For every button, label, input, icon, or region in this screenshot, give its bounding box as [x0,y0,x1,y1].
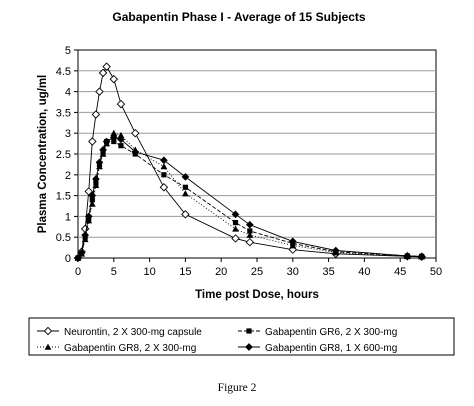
legend-item-3: Gabapentin GR8, 1 X 600-mg [238,343,397,354]
legend-marker-0 [43,326,53,336]
data-point-3-8 [102,137,111,146]
data-point-3-17 [331,246,340,255]
data-point-3-2 [81,231,89,239]
data-point-0-6 [95,87,104,96]
y-tick-label-5: 2.5 [56,149,71,161]
x-tick-label-9: 45 [394,266,406,278]
x-tick-label-0: 0 [75,266,81,278]
data-point-2-2 [81,235,89,243]
x-axis-ticks: 0 5 10 15 20 25 30 35 40 45 50 [75,258,442,278]
y-axis-ticks: 0 0.5 1 1.5 2 2.5 3 3.5 4 4.5 5 [56,45,78,265]
x-tick-label-1: 5 [111,266,117,278]
data-point-3-18 [403,252,412,260]
data-point-3-19 [417,252,426,261]
series-line-3 [77,136,422,259]
data-point-2-16 [289,242,297,249]
data-point-1-13 [182,184,188,190]
data-point-0-5 [91,110,101,119]
data-point-3-9 [109,133,118,142]
legend-label-3: Gabapentin GR8, 1 X 600-mg [265,343,397,354]
data-point-3-5 [92,175,100,183]
data-point-0-8 [102,62,111,71]
data-point-3-11 [131,148,140,156]
x-tick-label-5: 25 [251,266,263,278]
data-point-2-13 [182,190,189,197]
y-tick-label-8: 4 [65,87,71,99]
data-point-0-12 [159,183,169,192]
x-tick-label-8: 40 [358,266,370,278]
legend-marker-1 [246,328,252,334]
figure-caption: Figure 2 [218,382,257,394]
legend-marker-3 [245,343,253,351]
x-tick-label-10: 50 [430,266,442,278]
data-point-0-9 [109,74,119,84]
y-tick-label-4: 2 [65,170,71,182]
y-tick-label-2: 1 [65,211,71,223]
data-point-0-15 [245,237,255,247]
chart-title: Gabapentin Phase I - Average of 15 Subje… [112,10,366,24]
data-point-1-12 [161,172,167,178]
data-point-3-3 [84,212,93,221]
data-point-1-15 [247,228,253,234]
x-axis-title: Time post Dose, hours [195,289,319,301]
data-point-0-3 [84,187,93,196]
data-point-0-10 [116,99,126,109]
data-point-2-14 [232,225,239,232]
gridlines [78,70,436,238]
series-3 [74,133,426,262]
y-tick-label-7: 3.5 [56,107,71,119]
data-point-1-10 [118,143,124,149]
x-tick-label-7: 35 [322,266,334,278]
data-point-0-13 [181,210,190,219]
y-tick-label-6: 3 [65,128,71,140]
y-tick-label-9: 4.5 [56,66,71,78]
x-tick-label-4: 20 [215,266,227,278]
x-tick-label-3: 15 [179,266,191,278]
y-tick-label-0: 0 [65,253,71,265]
data-point-3-15 [246,220,254,229]
legend: Neurontin, 2 X 300-mg capsule Gabapentin … [28,317,455,356]
data-point-0-7 [98,68,108,78]
data-point-1-4 [89,197,95,203]
plot-area [73,49,437,263]
legend-item-1: Gabapentin GR6, 2 X 300-mg [238,327,397,338]
x-tick-label-2: 10 [143,266,155,278]
data-point-2-10 [117,131,125,139]
data-point-3-1 [77,249,86,257]
legend-item-2: Gabapentin GR8, 2 X 300-mg [37,343,196,354]
data-point-3-7 [99,146,107,154]
y-tick-label-3: 1.5 [56,191,71,203]
data-point-2-3 [85,217,93,224]
data-point-0-4 [88,137,97,146]
legend-label-2: Gabapentin GR8, 2 X 300-mg [64,343,196,354]
data-point-0-14 [231,234,240,243]
x-tick-label-6: 30 [287,266,299,278]
data-point-2-6 [96,163,103,170]
data-point-3-6 [95,158,104,167]
y-tick-label-10: 5 [65,45,71,57]
data-point-1-14 [232,220,239,226]
y-tick-label-1: 0.5 [56,232,71,244]
y-axis-title: Plasma Concentration, ug/ml [37,75,49,233]
data-point-3-16 [288,237,297,246]
legend-label-1: Gabapentin GR6, 2 X 300-mg [265,327,397,338]
data-point-3-10 [117,135,125,144]
legend-item-0: Neurontin, 2 X 300-mg capsule [37,326,202,338]
data-point-3-4 [88,191,97,200]
data-point-3-12 [160,156,168,165]
series-group [73,62,426,263]
series-line-0 [77,65,422,259]
legend-label-0: Neurontin, 2 X 300-mg capsule [64,327,202,338]
data-point-3-14 [231,210,240,219]
data-point-0-11 [131,128,140,138]
legend-items: Neurontin, 2 X 300-mg capsule Gabapentin … [37,326,397,354]
data-point-2-9 [110,129,118,136]
legend-marker-2 [44,343,52,350]
legend-box [28,317,455,356]
data-point-2-15 [246,231,254,238]
data-point-3-13 [181,173,190,181]
data-point-2-12 [160,163,168,170]
data-point-1-9 [111,138,117,145]
